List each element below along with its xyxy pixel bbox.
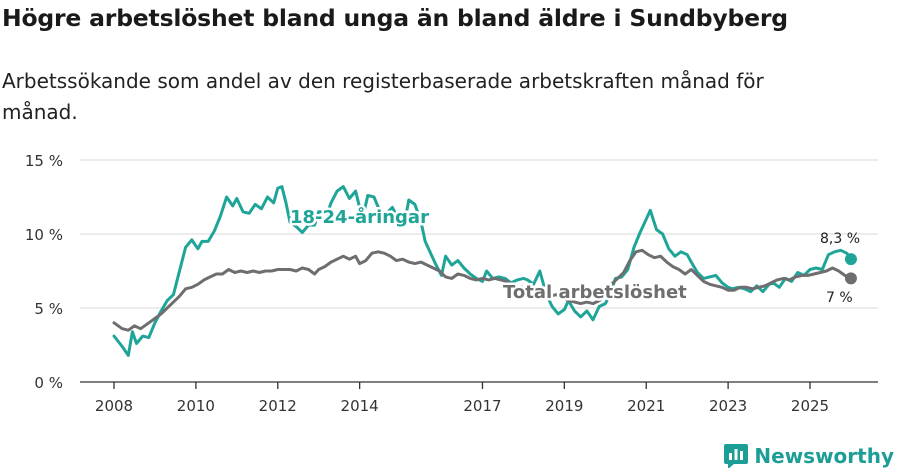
newsworthy-logo-icon	[724, 444, 749, 468]
y-axis-ticks: 0 % 5 % 10 % 15 %	[25, 152, 63, 392]
x-tick-label: 2025	[791, 397, 829, 415]
series-line-18-24	[112, 185, 853, 357]
end-label-18-24: 8,3 %	[820, 231, 860, 247]
x-tick-label: 2017	[463, 397, 501, 415]
x-tick-label: 2021	[627, 397, 665, 415]
end-point-18-24	[844, 253, 857, 266]
y-tick-label: 15 %	[25, 152, 63, 170]
x-tick-label: 2012	[259, 397, 297, 415]
x-tick-label: 2019	[545, 397, 583, 415]
y-tick-label: 5 %	[34, 300, 63, 318]
end-label-total: 7 %	[826, 290, 853, 306]
y-tick-label: 0 %	[34, 374, 63, 392]
end-point-total	[844, 272, 857, 285]
x-tick-label: 2023	[709, 397, 747, 415]
series-line-total	[112, 248, 853, 332]
chart-title: Högre arbetslöshet bland unga än bland ä…	[2, 4, 788, 32]
x-tick-label: 2010	[177, 397, 215, 415]
brand-name: Newsworthy	[754, 444, 894, 468]
chart-subtitle: Arbetssökande som andel av den registerb…	[2, 69, 764, 124]
series-labels: 18-24-åringar Total arbetslöshet 8,3 % 7 %	[288, 204, 861, 307]
series-label-18-24: 18-24-åringar	[290, 206, 429, 228]
y-tick-label: 10 %	[25, 226, 63, 244]
x-tick-label: 2008	[95, 397, 133, 415]
series-label-total: Total arbetslöshet	[503, 282, 687, 303]
x-axis: 2008 2010 2012 2014 2017 2019 2021 2023 2025	[80, 381, 878, 415]
x-tick-label: 2014	[341, 397, 379, 415]
brand-footer: Newsworthy	[724, 444, 894, 468]
series-lines	[112, 185, 857, 357]
